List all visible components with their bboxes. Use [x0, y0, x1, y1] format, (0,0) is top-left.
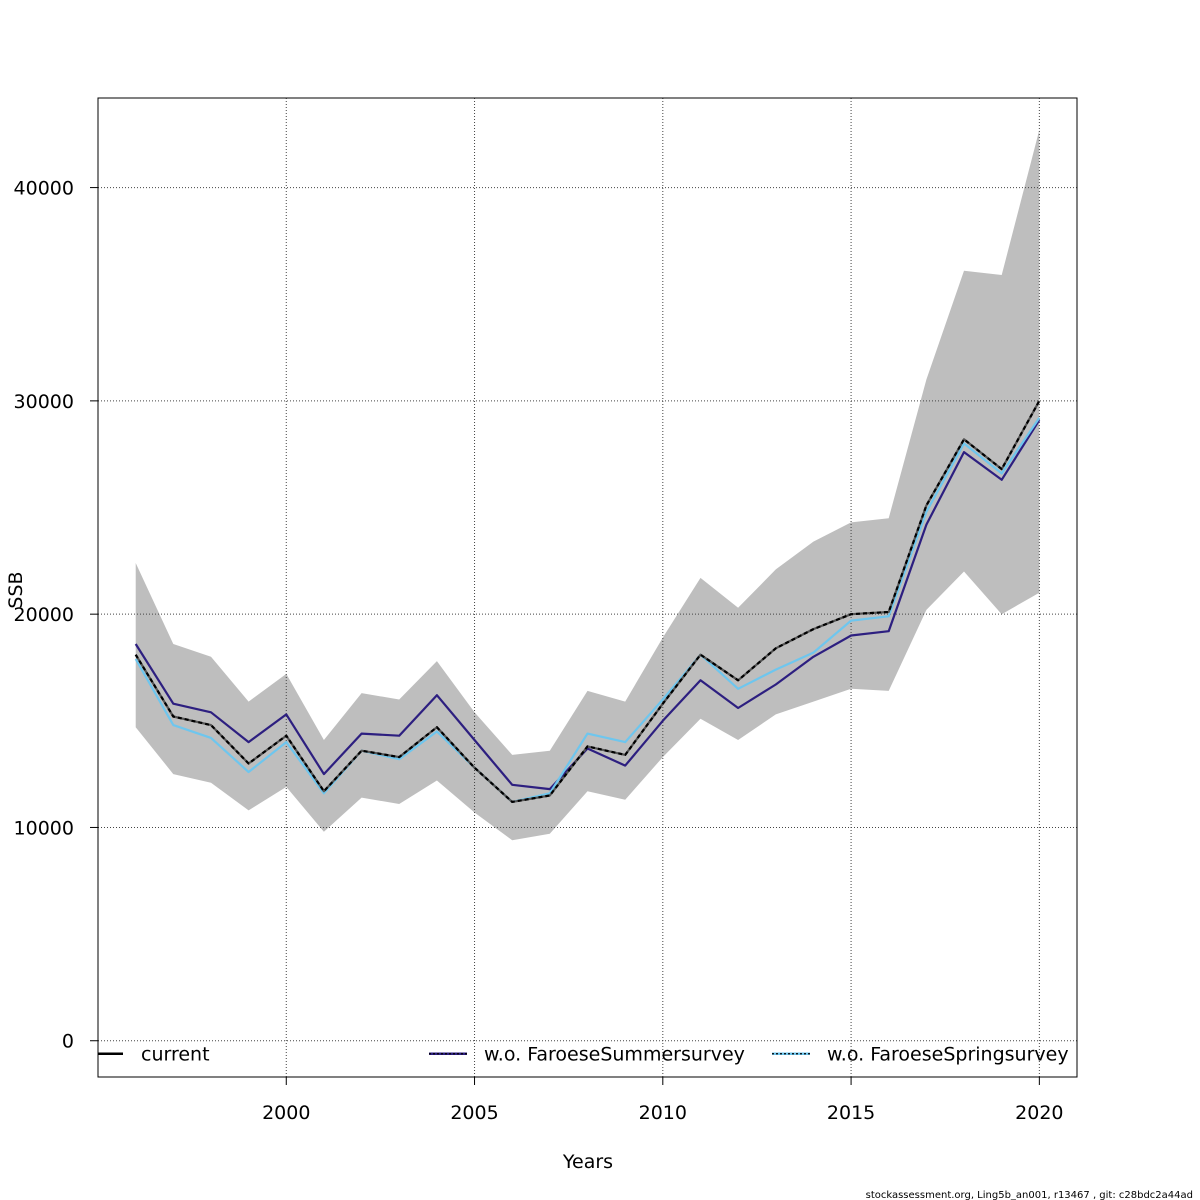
grid-layer [98, 98, 1077, 1077]
confidence-band-layer [135, 130, 1040, 841]
legend-label: w.o. FaroeseSummersurvey [484, 1044, 745, 1066]
legend-label: w.o. FaroeseSpringsurvey [827, 1044, 1069, 1066]
confidence-band [135, 130, 1040, 841]
x-tick-label: 2020 [1015, 1102, 1063, 1124]
x-tick-label: 2000 [262, 1102, 310, 1124]
y-tick-label: 30000 [14, 391, 74, 413]
y-axis-title: SSB [5, 571, 27, 608]
x-tick-label: 2005 [450, 1102, 498, 1124]
series-layer [134, 400, 1041, 804]
legend: current w.o. FaroeseSummersurvey w.o. Faro… [98, 1044, 1069, 1066]
y-tick-label: 0 [62, 1031, 74, 1053]
x-axis-title: Years [562, 1151, 613, 1173]
y-axis: 0 10000 20000 30000 40000 [14, 178, 99, 1053]
y-tick-label: 20000 [14, 604, 74, 626]
legend-item-summer-survey: w.o. FaroeseSummersurvey [429, 1044, 745, 1066]
series-line-current [134, 400, 1041, 804]
series-line-spring-survey [134, 417, 1041, 804]
x-axis: 2000 2005 2010 2015 2020 [262, 1076, 1064, 1124]
y-tick-label: 40000 [14, 178, 74, 200]
series-line-summer-survey [134, 419, 1041, 791]
legend-label: current [141, 1044, 210, 1066]
legend-item-spring-survey: w.o. FaroeseSpringsurvey [772, 1044, 1069, 1066]
legend-item-current: current [98, 1044, 210, 1066]
x-tick-label: 2010 [639, 1102, 687, 1124]
x-tick-label: 2015 [827, 1102, 875, 1124]
y-tick-label: 10000 [14, 817, 74, 839]
footer-note: stockassessment.org, Ling5b_an001, r1346… [866, 1190, 1193, 1200]
